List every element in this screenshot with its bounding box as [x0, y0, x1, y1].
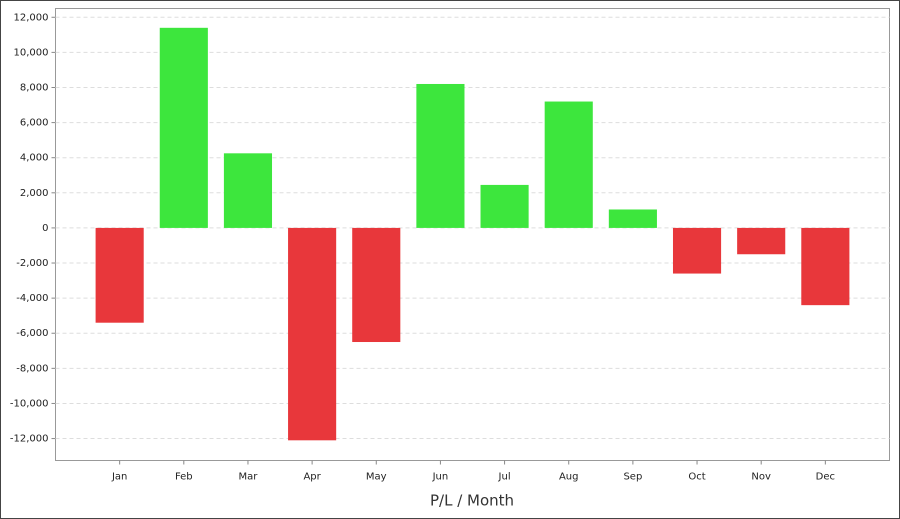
- x-tick-label: Jan: [111, 472, 127, 483]
- x-tick-label: Nov: [751, 472, 771, 483]
- y-tick-label: -12,000: [10, 434, 49, 445]
- bar: [288, 227, 337, 441]
- x-tick-label: Oct: [688, 472, 705, 483]
- bar: [223, 153, 273, 228]
- bar: [672, 227, 722, 274]
- y-tick-label: 4,000: [20, 153, 49, 164]
- y-tick-label: 0: [42, 223, 48, 234]
- x-tick-label: Apr: [303, 472, 321, 483]
- y-tick-label: -4,000: [16, 293, 48, 304]
- bar: [416, 83, 465, 228]
- y-tick-label: -10,000: [10, 398, 49, 409]
- y-tick-label: -2,000: [16, 258, 48, 269]
- bar: [95, 227, 144, 323]
- y-tick-label: 2,000: [20, 188, 49, 199]
- bar: [159, 27, 208, 228]
- y-tick-label: 8,000: [20, 82, 49, 93]
- x-tick-label: Jun: [432, 472, 449, 483]
- x-tick-label: Aug: [559, 472, 579, 483]
- bar: [544, 101, 593, 228]
- x-tick-label: Mar: [239, 472, 259, 483]
- x-axis-title: P/L / Month: [430, 492, 514, 510]
- x-tick-label: Sep: [623, 472, 642, 483]
- bar: [608, 209, 657, 228]
- x-tick-label: Dec: [816, 472, 835, 483]
- bar: [480, 184, 529, 228]
- x-tick-label: Jul: [498, 472, 511, 483]
- y-tick-label: 12,000: [14, 12, 49, 23]
- y-tick-label: -8,000: [16, 363, 48, 374]
- x-tick-label: May: [366, 472, 387, 483]
- y-tick-label: 6,000: [20, 118, 49, 129]
- bar: [352, 227, 401, 343]
- y-tick-label: -6,000: [16, 328, 48, 339]
- y-tick-label: 10,000: [14, 47, 49, 58]
- x-tick-label: Feb: [175, 472, 193, 483]
- bar: [801, 227, 850, 306]
- bar: [737, 227, 786, 255]
